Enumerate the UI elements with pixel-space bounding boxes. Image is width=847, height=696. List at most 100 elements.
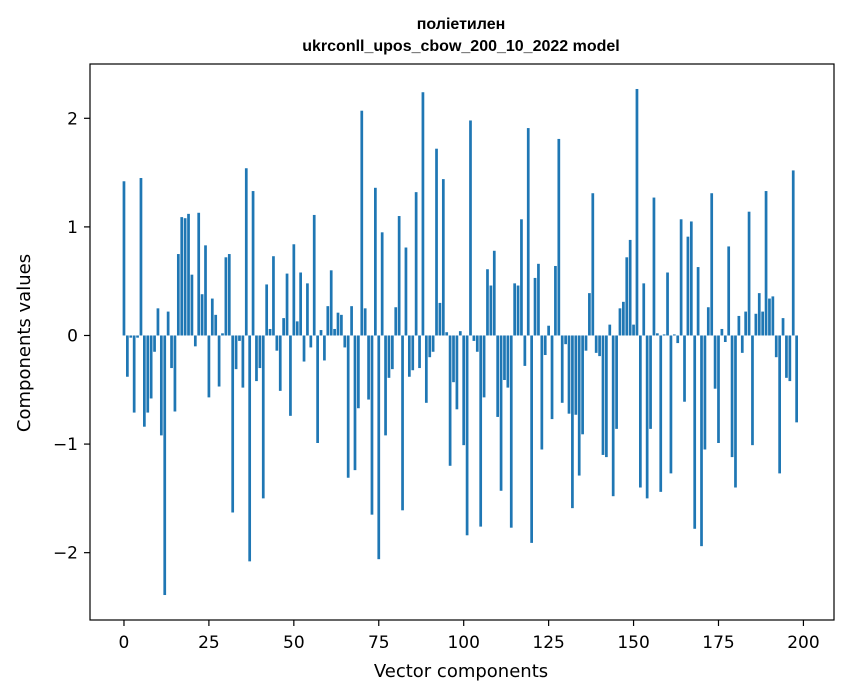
bar-component-124 (543, 335, 547, 356)
bar-component-191 (771, 296, 775, 336)
bar-component-47 (282, 318, 285, 336)
bar-component-33 (234, 335, 238, 370)
bar-component-153 (642, 283, 646, 336)
x-tick-label: 100 (447, 633, 479, 653)
bar-component-141 (601, 335, 605, 455)
bar-component-34 (238, 335, 241, 341)
bar-component-32 (231, 335, 235, 513)
bar-component-184 (747, 211, 751, 336)
bar-component-17 (180, 217, 184, 336)
x-tick-label: 0 (119, 633, 130, 653)
bar-component-62 (333, 328, 336, 336)
bar-component-142 (605, 335, 608, 458)
bar-component-187 (757, 293, 761, 336)
bar-component-144 (611, 335, 615, 497)
bar-component-39 (255, 335, 258, 382)
chart-subtitle: ukrconll_upos_cbow_200_10_2022 model (302, 38, 619, 55)
bar-component-56 (312, 214, 316, 336)
bar-component-170 (700, 335, 703, 547)
x-tick-label: 200 (787, 633, 819, 653)
bar-component-36 (244, 168, 248, 336)
bar-component-121 (533, 277, 537, 336)
bar-component-108 (489, 285, 493, 336)
bar-component-52 (299, 272, 302, 336)
bar-component-89 (424, 335, 428, 403)
bar-component-4 (136, 335, 139, 338)
bar-component-118 (523, 335, 527, 366)
y-tick-label: 0 (67, 326, 78, 346)
bar-component-157 (655, 333, 659, 336)
bar-component-182 (740, 335, 744, 353)
bar-component-106 (482, 335, 486, 398)
bar-component-11 (159, 335, 163, 436)
bar-component-126 (550, 335, 554, 420)
bar-component-9 (153, 335, 156, 352)
bar-component-137 (588, 293, 591, 336)
bar-component-35 (241, 335, 245, 388)
bar-component-148 (625, 257, 629, 336)
bar-component-155 (649, 335, 652, 429)
bar-component-192 (774, 335, 778, 358)
bar-component-60 (326, 306, 330, 336)
bar-component-174 (713, 335, 717, 389)
bar-component-49 (289, 335, 292, 416)
bar-component-27 (214, 314, 218, 336)
bar-component-86 (414, 192, 418, 336)
bar-component-175 (717, 335, 720, 443)
bar-component-80 (394, 307, 398, 336)
bar-component-196 (788, 335, 792, 382)
bar-component-194 (781, 318, 785, 336)
bar-component-115 (513, 283, 517, 336)
bar-component-147 (622, 301, 625, 336)
bar-component-128 (557, 138, 561, 336)
plot-frame (89, 63, 835, 621)
bar-component-190 (768, 298, 771, 336)
bar-component-105 (479, 335, 483, 527)
bar-component-186 (754, 313, 758, 336)
bar-component-14 (170, 335, 173, 369)
bar-component-99 (458, 331, 462, 336)
bar-component-146 (618, 308, 622, 336)
bar-component-104 (475, 335, 479, 352)
bar-component-74 (374, 187, 377, 336)
x-axis-ticks: 0 25 50 75 100 125 150 175 200 (119, 620, 820, 653)
bar-component-6 (143, 335, 146, 427)
bar-component-43 (268, 328, 272, 336)
bar-component-26 (210, 298, 214, 336)
bar-component-161 (669, 335, 673, 474)
bar-component-76 (380, 232, 384, 336)
bar-component-98 (455, 335, 459, 410)
bar-component-78 (387, 335, 391, 378)
bar-component-131 (567, 335, 571, 414)
bar-component-20 (190, 274, 194, 336)
bar-component-70 (360, 110, 364, 336)
bar-component-2 (129, 335, 133, 338)
bar-component-127 (554, 265, 557, 336)
bar-component-117 (520, 219, 523, 336)
bar-component-135 (581, 335, 584, 435)
bar-component-95 (445, 332, 449, 336)
bar-component-197 (791, 170, 795, 336)
bar-component-122 (537, 263, 540, 336)
bar-component-145 (615, 335, 618, 429)
bars-group (122, 88, 798, 596)
bar-component-140 (598, 335, 601, 357)
bar-component-100 (462, 335, 466, 446)
bar-component-96 (448, 335, 452, 466)
bar-component-88 (421, 92, 425, 336)
bar-component-150 (632, 324, 635, 336)
bar-component-66 (346, 335, 350, 478)
bar-component-64 (340, 314, 343, 336)
bar-component-55 (309, 335, 313, 348)
bar-component-156 (652, 197, 656, 336)
bar-component-183 (744, 311, 748, 336)
bar-component-77 (384, 335, 387, 436)
bar-component-169 (696, 267, 700, 336)
bar-component-193 (778, 335, 781, 474)
bar-component-63 (336, 312, 340, 336)
bar-component-114 (509, 335, 513, 528)
bar-component-107 (486, 269, 489, 336)
bar-component-152 (639, 335, 642, 488)
bar-component-73 (370, 335, 374, 515)
